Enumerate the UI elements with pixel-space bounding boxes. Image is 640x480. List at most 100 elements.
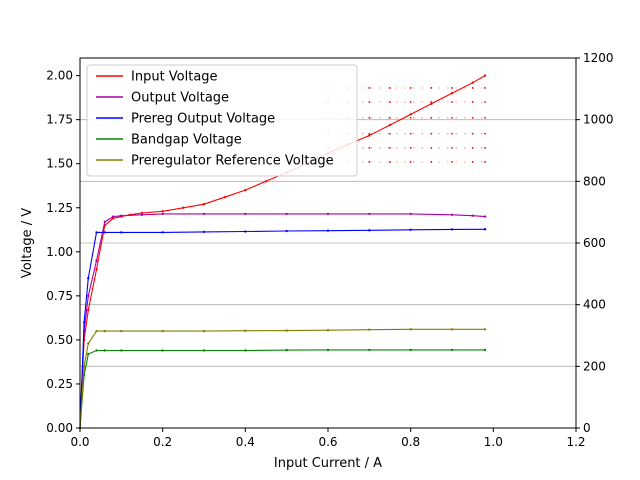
data-point	[285, 348, 288, 352]
plateau-point	[409, 87, 412, 89]
axes: 0.0 0.2 0.4 0.6 0.8 1.0 1.2 0.00 0.25 0.50 0.75 1.0…	[46, 51, 613, 449]
plateau-point	[368, 161, 371, 163]
data-point	[161, 231, 164, 234]
legend-entry: Preregulator Reference Voltage	[131, 154, 334, 169]
plateau-point	[451, 161, 453, 163]
legend-entry: Prereg Output Voltage	[131, 112, 275, 127]
plateau-point	[451, 146, 453, 149]
plateau-point	[368, 146, 371, 149]
data-point	[87, 342, 90, 345]
data-point	[409, 348, 412, 352]
y-tick-label: 0.75	[46, 289, 73, 303]
legend-entry: Output Voltage	[131, 91, 229, 106]
data-point	[471, 214, 474, 217]
data-point	[368, 134, 371, 137]
data-point	[95, 268, 98, 271]
data-point	[450, 348, 454, 352]
series-line	[79, 349, 486, 429]
x-tick-label: 1.0	[484, 435, 503, 449]
data-point	[223, 195, 226, 199]
plateau-point	[430, 101, 433, 103]
data-point	[161, 212, 164, 216]
y-tick-label: 1.75	[46, 113, 73, 127]
data-point	[202, 212, 206, 216]
data-point	[326, 329, 330, 332]
x-axis-label: Input Current / A	[274, 456, 382, 471]
plateau-point	[471, 101, 474, 103]
data-point	[430, 102, 433, 106]
data-point	[87, 277, 90, 280]
plateau-point	[484, 146, 486, 149]
data-point	[483, 228, 487, 231]
data-point	[285, 329, 288, 332]
y2-tick-label: 1000	[583, 113, 614, 127]
data-point	[95, 259, 98, 262]
data-point	[161, 349, 164, 352]
data-point	[326, 212, 330, 216]
data-point	[95, 329, 98, 333]
y-tick-label: 1.00	[46, 245, 73, 259]
data-point	[326, 348, 330, 352]
data-point	[409, 328, 412, 331]
data-point	[244, 329, 247, 332]
data-point	[409, 113, 412, 116]
y2-tick-label: 200	[583, 359, 606, 373]
series-layer	[78, 74, 487, 430]
plateau-point	[368, 87, 371, 89]
legend-entry: Input Voltage	[131, 70, 218, 85]
data-point	[471, 81, 474, 84]
y-tick-label: 2.00	[46, 69, 73, 83]
data-point	[202, 230, 206, 234]
data-point	[244, 230, 247, 233]
data-point	[450, 213, 454, 217]
plateau-point	[484, 132, 486, 135]
plateau-point	[484, 117, 486, 119]
x-tick-label: 0.2	[153, 435, 172, 449]
data-point	[120, 231, 123, 234]
plateau-point	[430, 146, 433, 149]
y-tick-label: 0.50	[46, 333, 73, 347]
data-point	[87, 294, 90, 298]
data-point	[409, 228, 412, 231]
data-point	[244, 188, 247, 192]
y2-tick-label: 600	[583, 236, 606, 250]
plateau-point	[471, 87, 474, 89]
plateau-point	[368, 101, 371, 103]
data-point	[326, 229, 330, 232]
data-point	[202, 203, 206, 206]
data-point	[95, 349, 98, 352]
plateau-point	[451, 101, 453, 103]
plateau-point	[451, 87, 453, 89]
plateau-point	[389, 146, 391, 149]
plateau-point	[471, 161, 474, 163]
series-line	[79, 228, 486, 429]
data-point	[368, 348, 371, 352]
data-point	[87, 352, 90, 356]
plateau-point	[389, 87, 391, 89]
data-point	[409, 212, 412, 216]
data-point	[244, 349, 247, 352]
plateau-point	[409, 117, 412, 119]
y-tick-label: 1.25	[46, 201, 73, 215]
data-point	[103, 329, 107, 333]
data-point	[483, 74, 487, 77]
plateau-point	[430, 161, 433, 163]
plateau-point	[409, 161, 412, 163]
x-tick-label: 0.0	[70, 435, 89, 449]
data-point	[368, 229, 371, 232]
data-point	[202, 329, 206, 333]
y2-tick-label: 800	[583, 174, 606, 188]
legend-entry: Bandgap Voltage	[131, 133, 242, 148]
data-point	[483, 328, 487, 331]
data-point	[82, 321, 86, 324]
plateau-point	[471, 146, 474, 149]
data-point	[120, 329, 123, 333]
data-point	[182, 206, 185, 209]
plateau-point	[389, 132, 391, 135]
data-point	[82, 365, 86, 368]
y2-tick-label: 400	[583, 298, 606, 312]
data-point	[161, 210, 164, 213]
plateau-point	[484, 87, 486, 89]
data-point	[483, 215, 487, 218]
